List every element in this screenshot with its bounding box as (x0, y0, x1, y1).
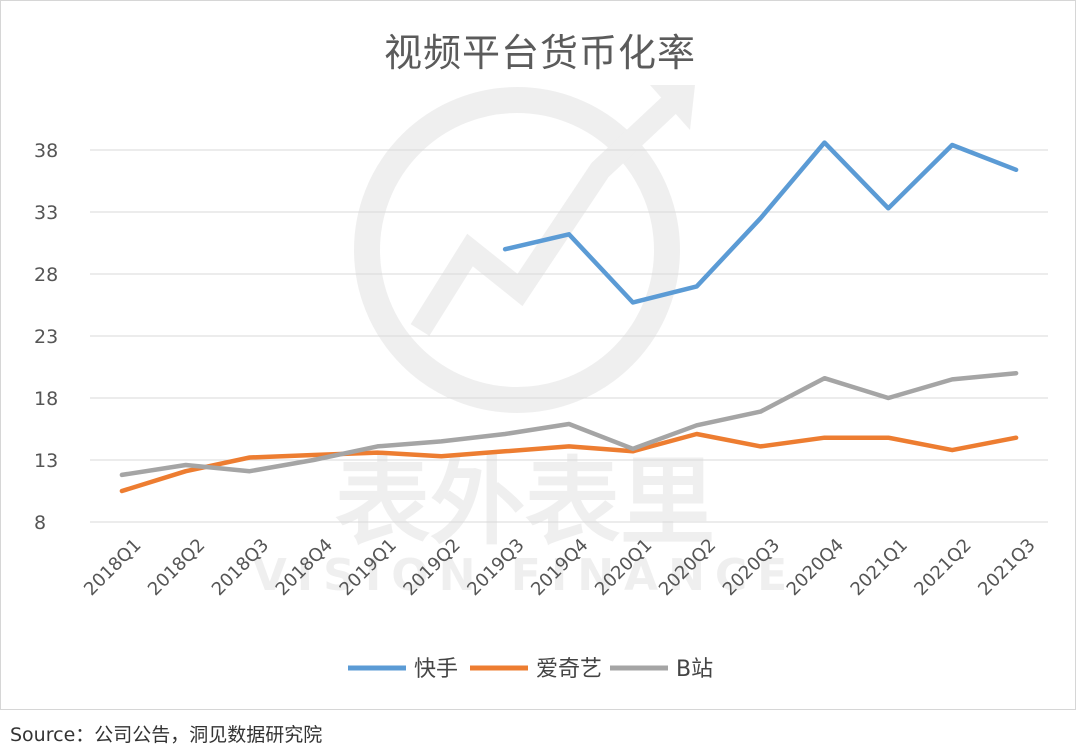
x-tick-label: 2021Q1 (847, 535, 912, 600)
gridlines (90, 149, 1048, 523)
y-tick-label: 38 (34, 140, 58, 162)
legend-label-1: 爱奇艺 (536, 657, 602, 682)
y-tick-label: 23 (34, 326, 58, 348)
series-lines (119, 140, 1019, 494)
y-axis: 8 13 18 23 28 33 38 (34, 140, 58, 534)
series-line-1 (119, 431, 1019, 494)
x-tick-label: 2018Q1 (80, 535, 145, 600)
x-tick-label: 2018Q2 (144, 535, 209, 600)
y-tick-label: 18 (34, 388, 58, 410)
chart-svg: 表外表里 VISION FINANCE 8 13 18 23 28 33 38 2018Q1… (34, 85, 1048, 682)
y-tick-label: 8 (34, 512, 46, 534)
series-line-0 (502, 140, 1019, 305)
chart-frame (0, 0, 1076, 710)
y-tick-label: 33 (34, 202, 58, 224)
watermark-logo: 表外表里 VISION FINANCE (253, 85, 798, 601)
series-line-2 (119, 370, 1019, 478)
watermark-text-en: VISION FINANCE (253, 550, 798, 601)
y-tick-label: 13 (34, 450, 58, 472)
legend: 快手 爱奇艺 B站 (348, 657, 713, 682)
legend-label-2: B站 (676, 657, 713, 682)
chart-title: 视频平台货币化率 (383, 31, 696, 75)
y-tick-label: 28 (34, 264, 58, 286)
watermark-text-cn: 表外表里 (335, 448, 715, 558)
source-note: Source：公司公告，洞见数据研究院 (10, 724, 323, 746)
x-tick-label: 2021Q2 (910, 535, 975, 600)
legend-label-0: 快手 (414, 657, 458, 682)
x-tick-label: 2021Q3 (974, 535, 1039, 600)
